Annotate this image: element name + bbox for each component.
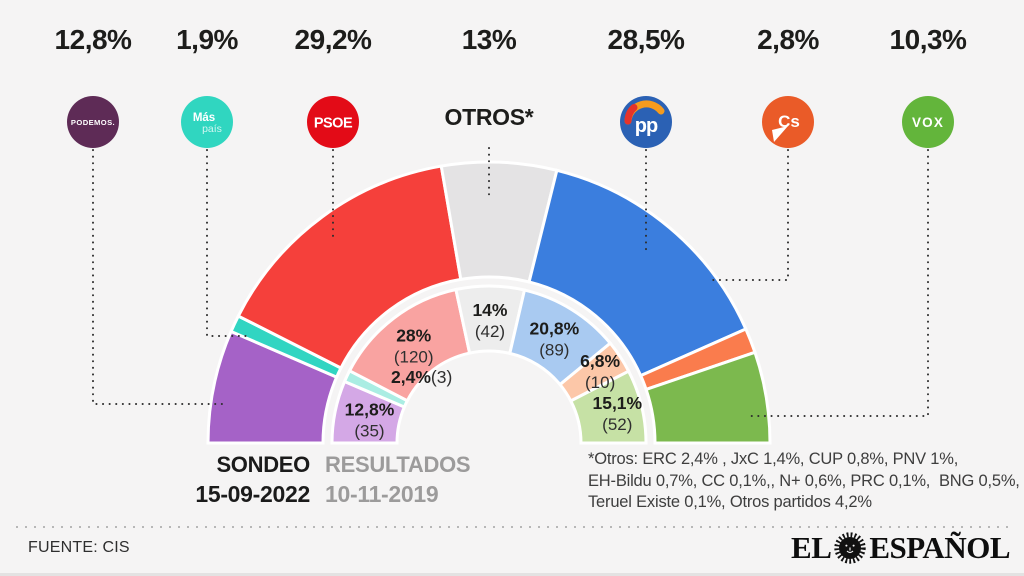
podemos-poll-pct: 12,8%	[54, 24, 132, 55]
bottom-edge-line	[0, 573, 1024, 576]
mas-pais-logo-text-1: Más	[193, 112, 215, 124]
dotted-separator	[16, 526, 1008, 528]
leader-line-podemos	[92, 149, 229, 405]
mas-pais-logo-text-2: país	[202, 123, 222, 135]
inner-label-pp: 20,8% (89)	[530, 319, 580, 360]
footnote-line-1: *Otros: ERC 2,4% , JxC 1,4%, CUP 0,8%, P…	[588, 450, 959, 468]
brand-espanol-text: ESPAÑOL	[869, 530, 1010, 565]
segment-sondeo-vox	[644, 350, 772, 445]
mas-pais-poll-pct: 1,9%	[176, 24, 238, 55]
cs-logo-text: Cs	[778, 112, 800, 131]
leader-line-vox	[747, 149, 929, 417]
inner-label-cs: 6,8% (10)	[580, 351, 620, 392]
vox-poll-pct: 10,3%	[889, 24, 967, 55]
legend-sondeo: SONDEO 15-09-2022	[130, 452, 310, 508]
inner-label-otros: 14% (42)	[472, 300, 507, 341]
lion-icon	[834, 532, 867, 564]
leader-line-cs	[706, 149, 789, 281]
cs-poll-pct: 2,8%	[757, 24, 819, 55]
footnote-line-2: EH-Bildu 0,7%, CC 0,1%,, N+ 0,6%, PRC 0,…	[588, 471, 1020, 490]
psoe-logo-icon: PSOE	[307, 96, 359, 148]
sondeo-date: 15-09-2022	[195, 481, 310, 507]
inner-label-mas-pais: 2,4%(3)	[391, 367, 452, 387]
otros-header-label: OTROS*	[444, 104, 534, 130]
psoe-logo-text: PSOE	[314, 116, 353, 132]
psoe-poll-pct: 29,2%	[294, 24, 372, 55]
otros-footnote: *Otros: ERC 2,4% , JxC 1,4%, CUP 0,8%, P…	[588, 449, 1024, 514]
footnote-line-3: Teruel Existe 0,1%, Otros partidos 4,2%	[588, 493, 872, 511]
vox-logo-icon: VOX	[902, 96, 954, 148]
otros-poll-pct: 13%	[461, 24, 517, 55]
podemos-logo-text: PODEMOS.	[71, 118, 115, 127]
pp-logo-text: pp	[635, 115, 658, 137]
pp-logo-icon: pp	[620, 96, 672, 148]
vox-logo-text: VOX	[912, 115, 944, 130]
inner-label-podemos: 12,8% (35)	[345, 400, 395, 441]
resultados-label: RESULTADOS	[325, 452, 471, 477]
inner-label-vox: 15,1% (52)	[592, 393, 642, 434]
segment-resultado-vox	[568, 369, 648, 445]
source-label: FUENTE: CIS	[28, 539, 130, 556]
legend-resultados: RESULTADOS 10-11-2019	[325, 452, 471, 508]
inner-label-psoe: 28% (120)	[394, 325, 434, 366]
brand-el-text: EL	[791, 530, 832, 565]
podemos-logo-icon: PODEMOS.	[67, 96, 119, 148]
cs-logo-icon: Cs	[762, 96, 814, 148]
resultados-date: 10-11-2019	[325, 481, 439, 507]
el-espanol-logo: EL ESPAÑOL	[791, 530, 1010, 566]
chart-legend: SONDEO 15-09-2022 RESULTADOS 10-11-2019	[130, 452, 470, 508]
pp-poll-pct: 28,5%	[607, 24, 685, 55]
mas-pais-logo-icon: Más país	[181, 96, 233, 148]
sondeo-label: SONDEO	[216, 452, 310, 477]
